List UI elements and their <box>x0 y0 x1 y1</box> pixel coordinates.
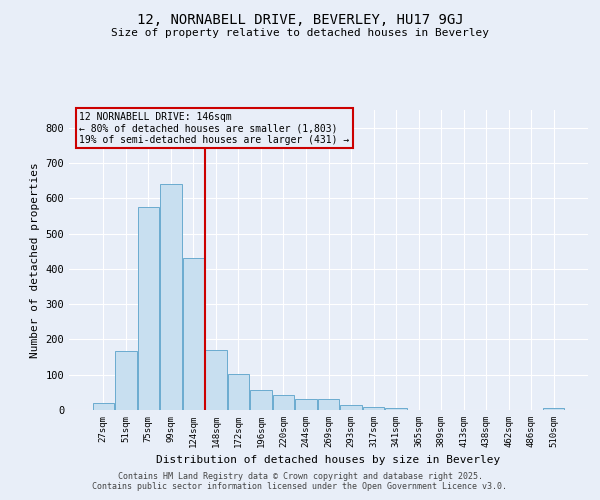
Text: Contains public sector information licensed under the Open Government Licence v3: Contains public sector information licen… <box>92 482 508 491</box>
Bar <box>385 408 407 410</box>
Bar <box>273 395 294 410</box>
Bar <box>115 351 137 410</box>
Bar <box>160 184 182 410</box>
Bar <box>205 350 227 410</box>
Bar <box>92 403 114 410</box>
Bar <box>363 407 384 410</box>
Bar <box>543 408 565 410</box>
Bar <box>137 207 159 410</box>
Text: 12 NORNABELL DRIVE: 146sqm
← 80% of detached houses are smaller (1,803)
19% of s: 12 NORNABELL DRIVE: 146sqm ← 80% of deta… <box>79 112 350 144</box>
Text: Contains HM Land Registry data © Crown copyright and database right 2025.: Contains HM Land Registry data © Crown c… <box>118 472 482 481</box>
Bar <box>182 258 204 410</box>
Text: Size of property relative to detached houses in Beverley: Size of property relative to detached ho… <box>111 28 489 38</box>
X-axis label: Distribution of detached houses by size in Beverley: Distribution of detached houses by size … <box>157 456 500 466</box>
Bar <box>250 390 272 410</box>
Bar <box>340 406 362 410</box>
Text: 12, NORNABELL DRIVE, BEVERLEY, HU17 9GJ: 12, NORNABELL DRIVE, BEVERLEY, HU17 9GJ <box>137 12 463 26</box>
Bar <box>228 374 249 410</box>
Bar <box>318 398 339 410</box>
Bar <box>295 398 317 410</box>
Y-axis label: Number of detached properties: Number of detached properties <box>30 162 40 358</box>
